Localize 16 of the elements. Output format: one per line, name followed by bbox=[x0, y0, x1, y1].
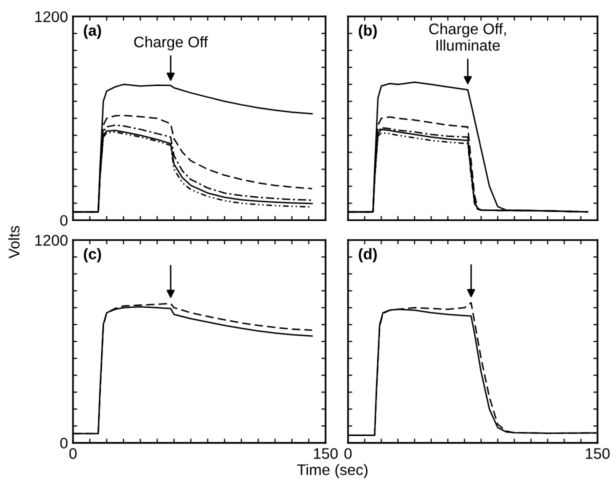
x-axis-title: Time (sec) bbox=[297, 464, 368, 478]
chart-title: (d) bbox=[358, 248, 377, 262]
x-tick-label: 0 bbox=[344, 448, 352, 459]
y-tick-label: 1200 bbox=[35, 11, 68, 22]
y-tick-label: 0 bbox=[60, 215, 68, 226]
y-axis-title: Volts bbox=[8, 226, 20, 258]
x-tick-label: 150 bbox=[586, 448, 610, 459]
annotation: Charge Off bbox=[134, 36, 208, 50]
x-tick-label: 150 bbox=[314, 448, 338, 459]
y-tick-label: 1200 bbox=[35, 234, 68, 246]
chart-title: (c) bbox=[84, 248, 102, 262]
chart-title: (b) bbox=[358, 24, 377, 39]
chart-title: (a) bbox=[84, 24, 102, 39]
x-tick-label: 0 bbox=[69, 448, 77, 459]
y-tick-label: 0 bbox=[60, 438, 68, 449]
annotation: Charge Off, Illuminate bbox=[429, 23, 506, 51]
